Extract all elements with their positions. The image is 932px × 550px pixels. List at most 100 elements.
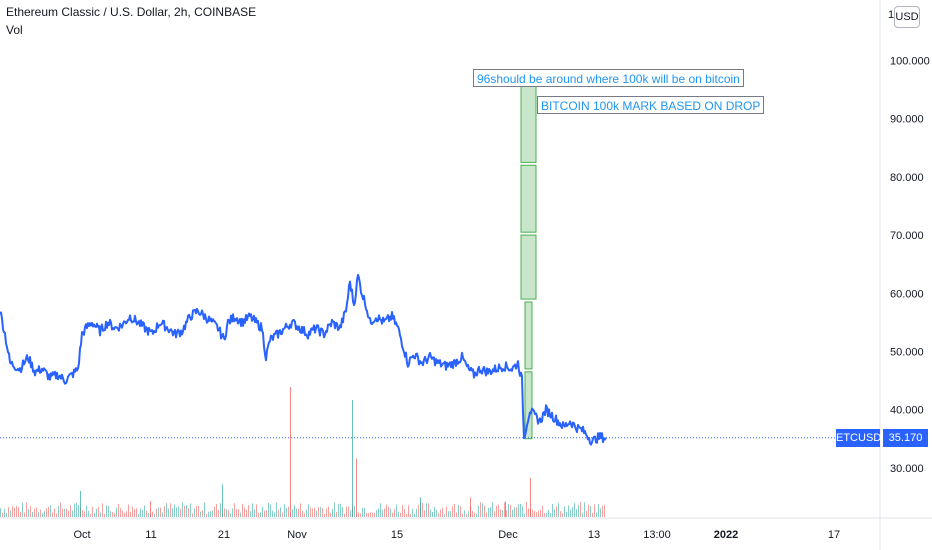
volume-bar [276,502,277,517]
x-tick-label: 13:00 [643,529,671,541]
volume-bar [144,505,145,517]
volume-bar [62,508,63,517]
symbol-tag: ETCUSD [836,428,881,447]
volume-bar [560,511,561,517]
volume-bar [414,513,415,517]
volume-bar [262,506,263,517]
volume-bar [370,512,371,517]
volume-bar [234,503,235,517]
volume-bar [424,510,425,517]
volume-bar [522,505,523,517]
volume-bar [52,512,53,517]
volume-bar [490,507,491,517]
volume-bar [444,513,445,517]
volume-bar [562,513,563,517]
volume-bar [544,513,545,517]
volume-bar [60,502,61,517]
volume-bar [12,506,13,517]
volume-bar [330,512,331,517]
volume-bar [212,510,213,517]
volume-bar [584,502,585,517]
volume-bar [294,504,295,517]
volume-bar [158,507,159,517]
annotation-box [520,164,537,233]
volume-bar [580,502,581,517]
y-tick-label-top: 1 [888,9,894,21]
volume-bar [366,512,367,517]
volume-bar [230,513,231,517]
volume-bar [286,507,287,517]
volume-bar [172,508,173,517]
volume-bar [150,501,151,517]
volume-bar [236,509,237,517]
annotation-note-1[interactable]: 96should be around where 100k will be on… [473,69,744,87]
volume-bar [532,509,533,517]
volume-bar [6,513,7,517]
volume-bar [36,507,37,517]
volume-bar [598,504,599,517]
volume-bar [246,509,247,517]
annotation-note-2[interactable]: BITCOIN 100k MARK BASED ON DROP [537,96,765,114]
volume-bar [310,507,311,517]
volume-bar [360,513,361,517]
volume-bar [494,511,495,517]
volume-bar [504,502,505,517]
volume-bar [436,509,437,517]
x-axis-ticks: Oct 11 21 Nov 15 Dec 13 13:00 2022 17 [73,529,840,541]
chart-title: Ethereum Classic / U.S. Dollar, 2h, COIN… [6,5,257,19]
price-tag: 35.170 [883,428,928,447]
volume-bar [28,508,29,517]
volume-bar [380,503,381,517]
volume-bar [298,508,299,517]
volume-bar [120,508,121,517]
volume-bar [84,511,85,517]
volume-bar [268,502,269,517]
currency-button[interactable]: USD [894,6,920,28]
volume-bar [564,506,565,517]
volume-bar [288,506,289,517]
volume-bar [394,508,395,517]
volume-bar [114,513,115,517]
volume-bar [266,510,267,517]
volume-bar [124,513,125,517]
volume-bar [138,513,139,517]
volume-bar [328,506,329,517]
price-series-line [0,273,607,446]
x-tick-label: Dec [498,529,518,541]
volume-bar [30,505,31,517]
x-tick-label: 2022 [714,529,738,541]
volume-bar [82,510,83,517]
volume-bar [378,508,379,517]
volume-bar [76,502,77,517]
volume-bar [90,513,91,517]
volume-bar [416,508,417,517]
volume-bar [258,512,259,517]
volume-bar [402,504,403,517]
volume-bar [316,511,317,517]
volume-bar [524,513,525,517]
volume-bar [390,508,391,517]
y-tick-label: 30.000 [890,463,924,475]
volume-bar [180,508,181,517]
volume-bar [108,506,109,517]
volume-bar [350,510,351,517]
annotation-boxes [520,83,537,440]
volume-bar [474,512,475,517]
volume-bar [368,513,369,517]
volume-bar [322,508,323,517]
volume-bar [548,510,549,517]
x-tick-label: 13 [588,529,600,541]
volume-bar [226,509,227,517]
volume-bar [100,512,101,517]
volume-bar [238,509,239,517]
volume-bar [102,503,103,517]
volume-bar [34,508,35,517]
volume-bar [438,512,439,517]
volume-bar [496,505,497,517]
volume-bar [392,512,393,517]
volume-bar [32,511,33,517]
volume-bar [540,509,541,517]
volume-bar [528,508,529,517]
volume-bar [446,506,447,517]
